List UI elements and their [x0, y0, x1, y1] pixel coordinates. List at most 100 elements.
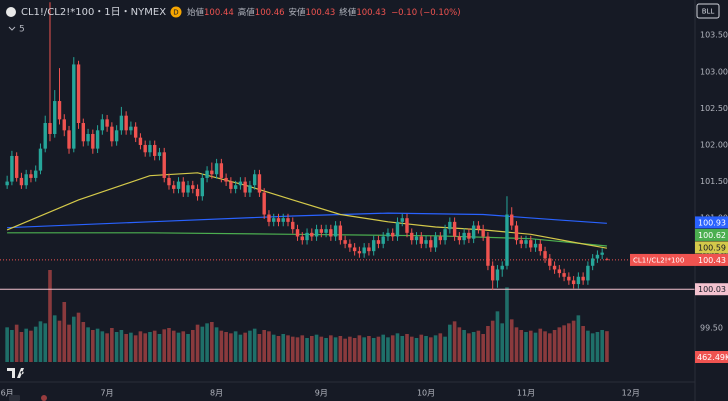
candle-body [257, 174, 262, 193]
candle-body [386, 232, 390, 237]
candle-body [586, 265, 590, 281]
candle-body [48, 123, 52, 134]
candle-body [38, 148, 43, 171]
volume-bar [305, 338, 309, 362]
volume-bar [29, 330, 33, 362]
volume-bar [514, 327, 519, 362]
ohlc-label: 始値 [187, 7, 205, 18]
volume-bar [500, 323, 505, 362]
volume-bar [481, 334, 485, 362]
volume-bar [333, 337, 338, 362]
volume-bar [81, 322, 86, 362]
volume-bar [552, 330, 557, 362]
volume-bar [171, 330, 176, 362]
x-tick-label: 7月 [101, 389, 114, 398]
candle-body [57, 101, 62, 120]
candle-body [490, 265, 495, 281]
candle-body [162, 152, 166, 178]
volume-bar [543, 331, 547, 362]
volume-bar [57, 320, 62, 362]
volume-bar [95, 328, 100, 362]
logo[interactable] [7, 368, 24, 378]
candle-body [210, 170, 214, 175]
tool-button[interactable] [9, 395, 20, 401]
price-tag [695, 228, 728, 241]
volume-bar [133, 335, 138, 362]
volume-bar [567, 323, 571, 362]
volume-bar [214, 327, 219, 362]
candle-body [371, 240, 376, 252]
volume-bar [343, 338, 347, 362]
price-tag-label: 100.59 [698, 243, 726, 252]
candle-body [514, 225, 519, 241]
candle-body [462, 232, 466, 241]
candle-body [76, 64, 81, 124]
volume-bar [243, 332, 247, 362]
candle-body [272, 218, 276, 222]
volume-bar [67, 324, 71, 362]
volume-bar [486, 326, 490, 362]
volume-bar [452, 321, 457, 362]
candle-body [524, 240, 528, 244]
volume-bar [148, 332, 152, 362]
volume-bar [100, 331, 105, 362]
volume-bar [143, 333, 147, 362]
volume-bar [200, 326, 205, 362]
volume-bar [590, 333, 595, 362]
volume-bar [319, 336, 324, 362]
volume-bar [386, 337, 390, 362]
volume-bar [395, 333, 400, 362]
candle-body [67, 130, 71, 149]
volume-bar [138, 331, 143, 362]
candle-body [62, 119, 66, 131]
candle-body [381, 236, 385, 244]
volume-bar [119, 330, 124, 362]
volume-tag [695, 351, 728, 363]
candle-body [133, 126, 138, 138]
candles [5, 2, 609, 290]
volume-bar [229, 333, 233, 362]
price-tag-label: 100.62 [698, 231, 726, 240]
volume-bar [252, 328, 257, 362]
volume-bar [91, 330, 95, 362]
volume-bar [471, 332, 476, 362]
candle-body [214, 163, 219, 175]
price-tag [695, 216, 728, 229]
corner-label[interactable]: BLL [702, 8, 715, 16]
candle-body [424, 240, 428, 244]
candle-body [143, 144, 147, 153]
candle-body [195, 188, 200, 197]
volume-bar [38, 321, 43, 362]
candle-body [495, 269, 500, 281]
volume-bar [110, 328, 114, 362]
volume-bar [476, 330, 481, 362]
interval-badge: D [173, 9, 178, 17]
volume-bar [438, 333, 443, 362]
indicator-count[interactable]: 5 [19, 25, 25, 35]
candle-body [457, 236, 462, 241]
corner-button[interactable] [696, 3, 720, 19]
candle-body [429, 240, 433, 248]
candle-body [533, 243, 538, 248]
candle-body [191, 185, 195, 189]
price-tags: CL1!/CL2!*100 100.43 100.59 100.62 100.93 100… [630, 216, 728, 363]
candle-body [338, 225, 343, 241]
volume-bar [19, 332, 24, 362]
candle-body [72, 64, 76, 149]
volume-bar [443, 336, 447, 362]
volume-bar [257, 334, 262, 362]
candle-body [443, 229, 447, 241]
change: −0.10 (−0.10%) [391, 8, 461, 18]
candle-body [43, 123, 47, 149]
volume-bar [357, 335, 362, 362]
candle-body [281, 218, 285, 222]
volume-bar [62, 302, 67, 362]
tool-button[interactable] [41, 395, 47, 401]
candle-body [391, 232, 395, 237]
candle-body [53, 101, 57, 134]
volume-bar [71, 316, 76, 362]
volume-bar [219, 330, 224, 362]
collapse-icon[interactable] [8, 26, 16, 31]
candle-body [252, 174, 257, 186]
